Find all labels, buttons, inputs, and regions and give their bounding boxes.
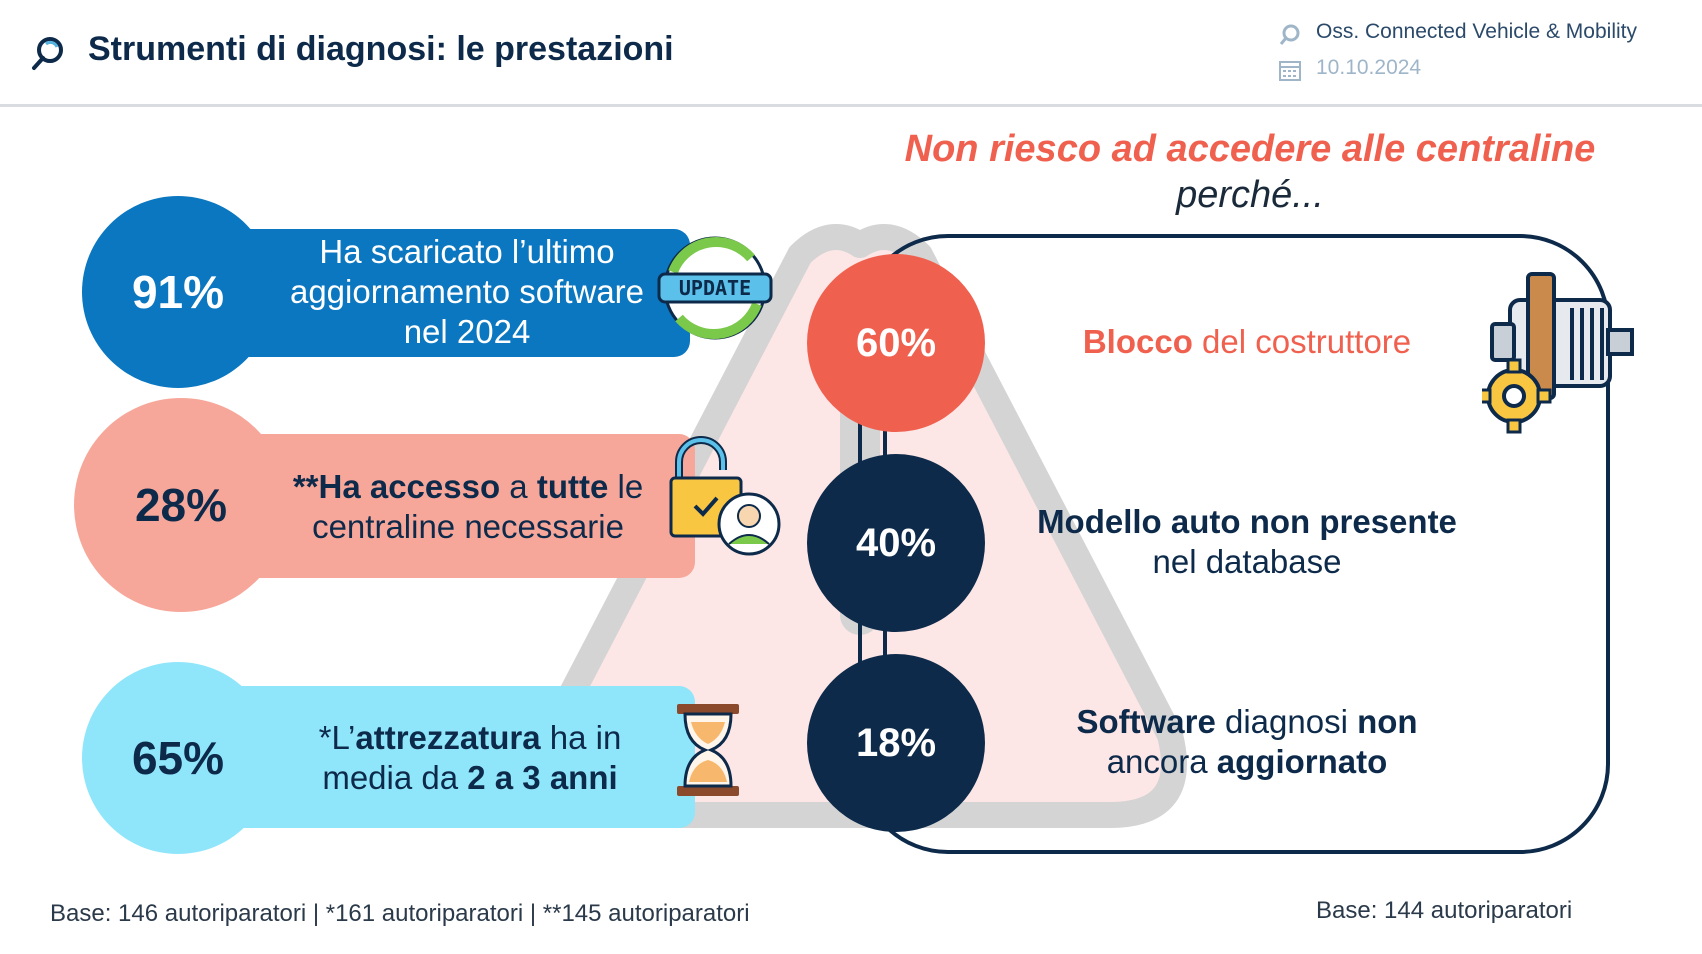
reason-text-model: Modello auto non presente nel database <box>1037 503 1457 580</box>
stat-text-update: Ha scaricato l’ultimo aggiornamento soft… <box>289 233 645 350</box>
reason-value-block: 60% <box>807 254 985 432</box>
hourglass-icon <box>675 702 741 803</box>
stat-text-equipment: *L’attrezzatura ha in media da 2 a 3 ann… <box>318 719 622 796</box>
question-subtitle: perché... <box>1176 174 1324 216</box>
header-bar <box>0 0 1702 107</box>
reason-value-software: 18% <box>807 654 985 832</box>
stat-value-equipment: 65% <box>82 662 274 854</box>
question-title: Non riesco ad accedere alle centraline <box>904 128 1596 170</box>
footer-base-right: Base: 144 autoriparatori <box>1316 897 1573 924</box>
update-icon: UPDATE <box>655 232 775 349</box>
unlocked-padlock-user-icon <box>665 436 785 565</box>
svg-text:UPDATE: UPDATE <box>679 276 751 300</box>
page-title: Strumenti di diagnosi: le prestazioni <box>88 30 674 68</box>
source-label: Oss. Connected Vehicle & Mobility <box>1316 20 1637 43</box>
footer-base-left: Base: 146 autoriparatori | *161 autoripa… <box>50 900 750 927</box>
stat-text-access: **Ha accesso a tutte le centraline neces… <box>292 468 644 545</box>
stat-value-update: 91% <box>82 196 274 388</box>
engine-gear-icon <box>1476 268 1642 439</box>
date-label: 10.10.2024 <box>1316 56 1422 79</box>
magnifier-logo-icon <box>30 35 66 76</box>
calendar-icon <box>1278 58 1302 87</box>
reason-text-software: Software diagnosi non ancora aggiornato <box>1076 703 1418 780</box>
reason-text-block: Blocco del costruttore <box>1082 323 1412 360</box>
magnifier-icon <box>1278 23 1302 52</box>
stat-value-access: 28% <box>74 398 288 612</box>
reason-value-model: 40% <box>807 454 985 632</box>
